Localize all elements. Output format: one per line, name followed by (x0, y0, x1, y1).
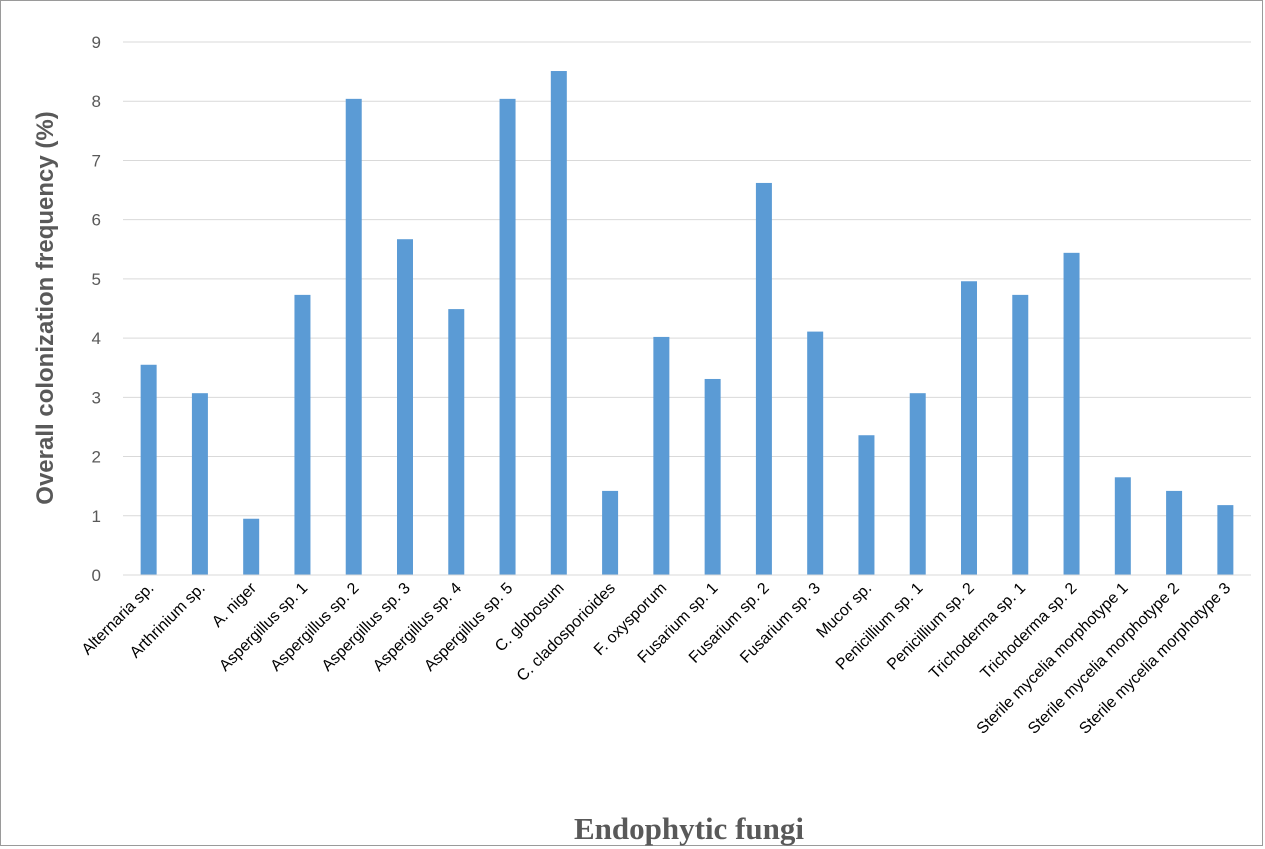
y-tick-label: 0 (92, 566, 101, 585)
bars (140, 71, 1234, 575)
bar (602, 490, 619, 575)
bar (858, 435, 875, 575)
x-tick-label: Aspergillus sp. 1 (216, 580, 311, 675)
x-tick-label: Aspergillus sp. 3 (319, 580, 414, 675)
bar (1114, 477, 1131, 575)
bar (1063, 252, 1080, 575)
bar (140, 364, 157, 575)
bar (1166, 490, 1183, 575)
x-tick-label: Aspergillus sp. 4 (370, 580, 465, 675)
bar (191, 393, 208, 575)
bar (294, 294, 311, 575)
y-axis-label: Overall colonization frequency (%) (32, 111, 59, 504)
y-tick-label: 9 (92, 33, 101, 52)
bar (653, 336, 670, 575)
x-tick-label: A. niger (209, 579, 260, 630)
y-tick-label: 2 (92, 448, 101, 467)
y-axis-ticks: 0 1 2 3 4 5 6 7 8 9 (92, 33, 101, 585)
bar (1012, 294, 1029, 575)
bar (345, 98, 362, 575)
bar (807, 331, 824, 575)
y-tick-label: 4 (92, 329, 101, 348)
bar (243, 518, 260, 575)
bar (961, 281, 977, 575)
x-tick-label: Penicillium sp. 2 (884, 580, 978, 674)
x-tick-label: C. cladosporioides (514, 580, 619, 685)
bar (704, 378, 721, 575)
x-tick-label: Trichoderma sp. 1 (926, 580, 1029, 683)
bar (397, 239, 413, 575)
bar (1217, 505, 1234, 575)
y-tick-label: 1 (92, 507, 101, 526)
bar (755, 182, 772, 575)
bar (550, 71, 567, 575)
x-tick-label: Trichoderma sp. 2 (978, 580, 1081, 683)
x-tick-label: Penicillium sp. 1 (833, 580, 927, 674)
bar (909, 393, 926, 575)
y-tick-label: 8 (92, 92, 101, 111)
x-axis-label: Endophytic fungi (574, 811, 804, 846)
y-tick-label: 5 (92, 270, 101, 289)
x-axis-category-labels: Alternaria sp.Arthrinium sp. A. nigerAspe… (79, 579, 1234, 737)
y-tick-label: 6 (92, 211, 101, 230)
y-tick-label: 3 (92, 388, 101, 407)
x-tick-label: Aspergillus sp. 5 (421, 580, 516, 675)
gridlines (123, 41, 1251, 517)
x-tick-label: Aspergillus sp. 2 (268, 580, 363, 675)
y-tick-label: 7 (92, 151, 101, 170)
bar (499, 98, 516, 575)
bar (448, 309, 465, 575)
